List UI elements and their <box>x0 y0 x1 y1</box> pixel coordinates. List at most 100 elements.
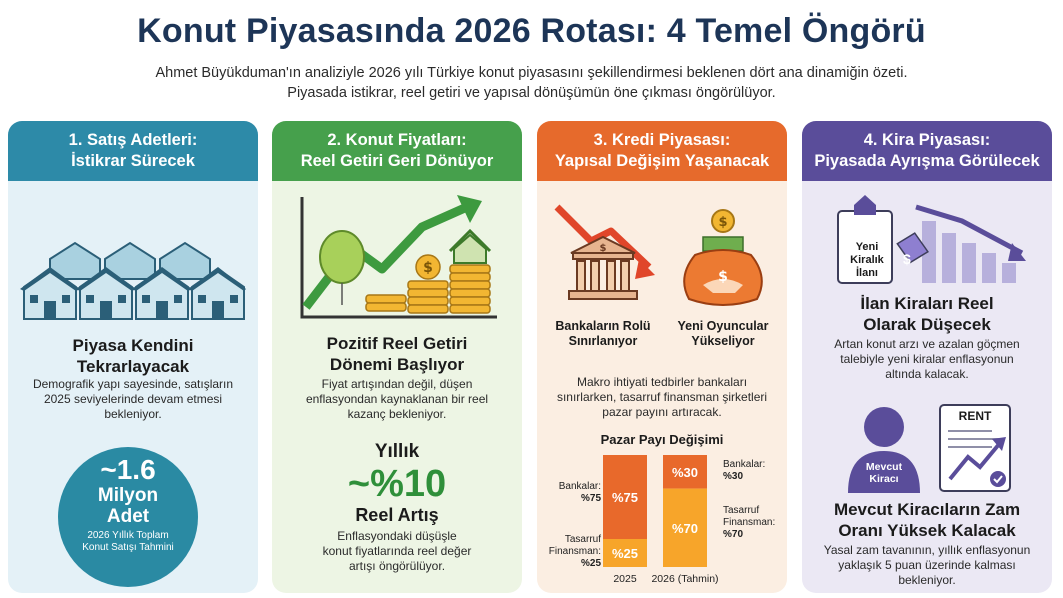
card-sales-text: Demografik yapı sayesinde, satışların 20… <box>16 377 250 422</box>
card-rent-header: 4. Kira Piyasası: Piyasada Ayrışma Görül… <box>802 121 1052 181</box>
houses-icon <box>20 239 246 324</box>
side-label-line: Bankalar: <box>541 481 601 493</box>
card-prices: 2. Konut Fiyatları: Reel Getiri Geri Dön… <box>272 121 522 593</box>
svg-text:$: $ <box>718 269 728 285</box>
side-label-line: %75 <box>541 493 601 505</box>
heading-line: Oranı Yüksek Kalacak <box>802 520 1052 541</box>
card-header-line: Yapısal Değişim Yaşanacak <box>537 151 787 172</box>
card-rent: 4. Kira Piyasası: Piyasada Ayrışma Görül… <box>802 121 1052 593</box>
label-line: Yeni Oyuncular <box>663 319 783 334</box>
sign-line: İlanı <box>842 267 892 280</box>
sales-stat-circle: ~1.6 Milyon Adet 2026 Yıllık Toplam Konu… <box>58 447 198 587</box>
text-line: bekleniyor. <box>810 573 1044 588</box>
text-line: Yasal zam tavanının, yıllık enflasyonun <box>810 543 1044 558</box>
card-prices-text: Fiyat artışından değil, düşen enflasyond… <box>280 377 514 422</box>
price-tag-icon: $ <box>903 251 911 267</box>
bank-role-label: Bankaların Rolü Sınırlanıyor <box>543 319 663 349</box>
card-header-line: 3. Kredi Piyasası: <box>537 130 787 151</box>
svg-text:$: $ <box>718 215 727 230</box>
bar-data-label: %70 <box>672 521 698 536</box>
text-line: altında kalacak. <box>810 367 1044 382</box>
side-label-line: %25 <box>539 558 601 570</box>
heading-line: Mevcut Kiracıların Zam <box>802 499 1052 520</box>
stat-unit: Adet <box>58 506 198 527</box>
left-bank-side-label: Bankalar: %75 <box>541 481 601 505</box>
stat-caption: Konut Satışı Tahmini <box>58 542 198 554</box>
category-tick-label: 2026 (Tahmin) <box>651 573 718 585</box>
label-line: Bankaların Rolü <box>543 319 663 334</box>
label-line: Yükseliyor <box>663 334 783 349</box>
bank-icon: $ <box>551 201 661 311</box>
text-line: 2025 seviyelerinde devam etmesi <box>16 392 250 407</box>
card-header-line: İstikrar Sürecek <box>8 151 258 172</box>
new-players-label: Yeni Oyuncular Yükseliyor <box>663 319 783 349</box>
stat-label: Yıllık <box>272 441 522 463</box>
heading-line: Dönemi Başlıyor <box>272 354 522 375</box>
side-label-line: Tasarruf <box>539 534 601 546</box>
card-rent-text-2: Yasal zam tavanının, yıllık enflasyonun … <box>810 543 1044 588</box>
sign-line: Kiralık <box>842 254 892 267</box>
text-line: pazar payını artıracak. <box>545 405 779 420</box>
text-line: yaklaşık 5 puan üzerinde kalması <box>810 558 1044 573</box>
heading-line: Tekrarlayacak <box>8 356 258 377</box>
card-sales-header: 1. Satış Adetleri: İstikrar Sürecek <box>8 121 258 181</box>
card-sales-heading: Piyasa Kendini Tekrarlayacak <box>8 335 258 377</box>
label-line: Mevcut <box>848 461 920 473</box>
money-bag-icon: $ $ <box>673 207 773 311</box>
chart-title: Pazar Payı Değişimi <box>537 432 787 447</box>
subtitle-line-2: Piyasada istikrar, reel getiri ve yapısa… <box>0 85 1063 101</box>
category-tick-label: 2025 <box>613 573 637 585</box>
card-header-line: 4. Kira Piyasası: <box>802 130 1052 151</box>
card-rent-heading-1: İlan Kiraları Reel Olarak Düşecek <box>802 293 1052 335</box>
card-header-line: Reel Getiri Geri Dönüyor <box>272 151 522 172</box>
card-rent-heading-2: Mevcut Kiracıların Zam Oranı Yüksek Kala… <box>802 499 1052 541</box>
card-prices-heading: Pozitif Reel Getiri Dönemi Başlıyor <box>272 333 522 375</box>
text-line: Artan konut arzı ve azalan göçmen <box>810 337 1044 352</box>
text-line: artışı öngörülüyor. <box>280 559 514 574</box>
card-header-line: 1. Satış Adetleri: <box>8 130 258 151</box>
stat-caption: 2026 Yıllık Toplam <box>58 530 198 542</box>
text-line: Fiyat artışından değil, düşen <box>280 377 514 392</box>
subtitle-line-1: Ahmet Büyükduman'ın analiziyle 2026 yılı… <box>0 65 1063 81</box>
text-line: kazanç bekleniyor. <box>280 407 514 422</box>
text-line: Enflasyondaki düşüşle <box>280 529 514 544</box>
card-prices-header: 2. Konut Fiyatları: Reel Getiri Geri Dön… <box>272 121 522 181</box>
text-line: Makro ihtiyati tedbirler bankaları <box>545 375 779 390</box>
rent-document-label: RENT <box>940 409 1010 423</box>
text-line: bekleniyor. <box>16 407 250 422</box>
card-sales: 1. Satış Adetleri: İstikrar Sürecek Piya… <box>8 121 258 593</box>
tenant-label: Mevcut Kiracı <box>848 461 920 485</box>
side-label-line: %30 <box>723 471 783 483</box>
bar-data-label: %75 <box>612 490 638 505</box>
stat-caption: Enflasyondaki düşüşle konut fiyatlarında… <box>280 529 514 574</box>
page-title: Konut Piyasasında 2026 Rotası: 4 Temel Ö… <box>0 12 1063 51</box>
market-share-chart: %75 %25 2025 %30 %70 2026 (Tahmin) <box>597 451 727 589</box>
right-bank-side-label: Bankalar: %30 <box>723 459 783 483</box>
sign-line: Yeni <box>842 241 892 254</box>
text-line: sınırlarken, tasarruf finansman şirketle… <box>545 390 779 405</box>
heading-line: Olarak Düşecek <box>802 314 1052 335</box>
label-line: Kiracı <box>848 473 920 485</box>
card-credit-header: 3. Kredi Piyasası: Yapısal Değişim Yaşan… <box>537 121 787 181</box>
heading-line: Pozitif Reel Getiri <box>272 333 522 354</box>
bar-data-label: %25 <box>612 546 638 561</box>
rent-sign: Yeni Kiralık İlanı <box>842 241 892 280</box>
stat-unit: Reel Artış <box>272 505 522 526</box>
heading-line: İlan Kiraları Reel <box>802 293 1052 314</box>
left-tf-side-label: Tasarruf Finansman: %25 <box>539 534 601 570</box>
stat-value: ~%10 <box>272 463 522 505</box>
card-header-line: Piyasada Ayrışma Görülecek <box>802 151 1052 172</box>
text-line: Demografik yapı sayesinde, satışların <box>16 377 250 392</box>
bar-data-label: %30 <box>672 465 698 480</box>
side-label-line: Tasarruf <box>723 505 785 517</box>
card-credit-text: Makro ihtiyati tedbirler bankaları sınır… <box>545 375 779 420</box>
stat-unit: Milyon <box>58 485 198 506</box>
right-tf-side-label: Tasarruf Finansman: %70 <box>723 505 785 541</box>
svg-text:$: $ <box>600 243 607 254</box>
stat-value: ~1.6 <box>58 455 198 485</box>
text-line: talebiyle yeni kiralar enflasyonun <box>810 352 1044 367</box>
side-label-line: Finansman: <box>723 517 785 529</box>
text-line: konut fiyatlarında reel değer <box>280 544 514 559</box>
text-line: enflasyondan kaynaklanan bir reel <box>280 392 514 407</box>
card-credit: 3. Kredi Piyasası: Yapısal Değişim Yaşan… <box>537 121 787 593</box>
